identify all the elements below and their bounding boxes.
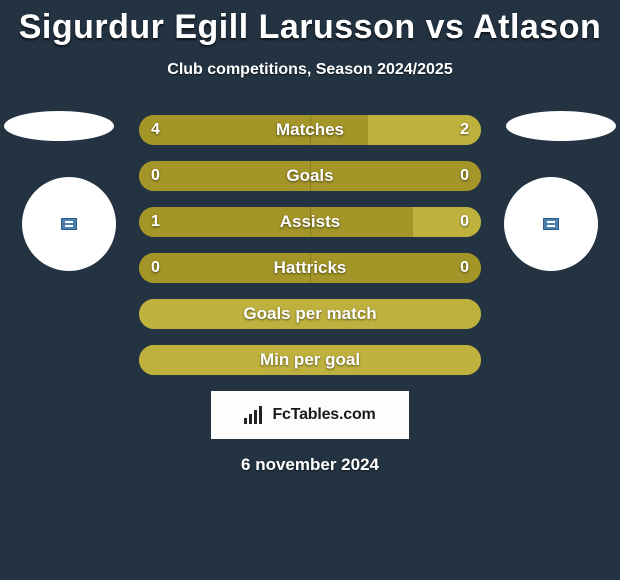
player-right-badge [504, 177, 598, 271]
stat-row: Goals00 [139, 161, 481, 191]
stat-seg-left [139, 299, 481, 329]
stat-row: Min per goal [139, 345, 481, 375]
fctables-icon [244, 406, 266, 424]
stat-value-left: 1 [151, 207, 160, 237]
stat-value-right: 0 [460, 253, 469, 283]
stat-seg-left [139, 115, 368, 145]
player-left-badge [22, 177, 116, 271]
snapshot-date: 6 november 2024 [0, 455, 620, 475]
stat-row: Hattricks00 [139, 253, 481, 283]
flag-icon [61, 218, 77, 230]
stat-seg-left [139, 253, 310, 283]
stat-row: Matches42 [139, 115, 481, 145]
subtitle: Club competitions, Season 2024/2025 [0, 61, 620, 79]
center-divider [310, 207, 311, 237]
comparison-panel: Matches42Goals00Assists10Hattricks00Goal… [0, 115, 620, 475]
stat-value-right: 0 [460, 161, 469, 191]
center-divider [310, 161, 311, 191]
stat-value-left: 4 [151, 115, 160, 145]
stat-seg-right [310, 161, 481, 191]
center-divider [310, 253, 311, 283]
page-title: Sigurdur Egill Larusson vs Atlason [0, 0, 620, 47]
stat-seg-right [310, 253, 481, 283]
stat-row: Goals per match [139, 299, 481, 329]
stat-value-left: 0 [151, 161, 160, 191]
stat-row: Assists10 [139, 207, 481, 237]
center-divider [310, 115, 311, 145]
stat-seg-left [139, 207, 413, 237]
stat-value-right: 0 [460, 207, 469, 237]
player-right-ellipse [506, 111, 616, 141]
stat-value-right: 2 [460, 115, 469, 145]
stat-value-left: 0 [151, 253, 160, 283]
branding-text: FcTables.com [272, 406, 375, 424]
stat-seg-right [413, 207, 481, 237]
stat-bars: Matches42Goals00Assists10Hattricks00Goal… [139, 115, 481, 375]
flag-icon [543, 218, 559, 230]
stat-seg-left [139, 161, 310, 191]
player-left-ellipse [4, 111, 114, 141]
branding: FcTables.com [211, 391, 409, 439]
stat-seg-left [139, 345, 481, 375]
